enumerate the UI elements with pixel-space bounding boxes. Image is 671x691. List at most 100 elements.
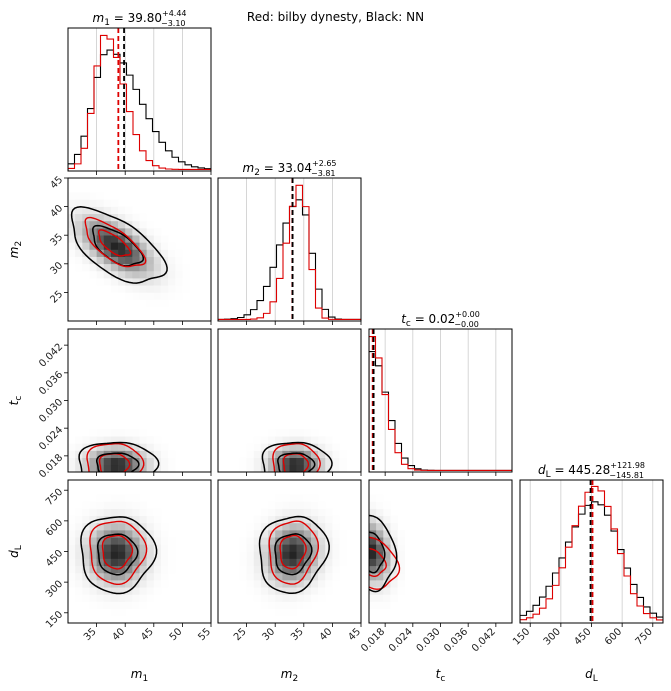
density-cell xyxy=(325,580,333,588)
density-cell xyxy=(139,594,147,602)
density-cell xyxy=(103,429,112,437)
density-cell xyxy=(260,587,269,595)
density-cell xyxy=(310,558,319,567)
density-cell xyxy=(310,436,319,444)
density-cell xyxy=(103,270,112,279)
density-cell xyxy=(96,199,105,207)
density-cell xyxy=(103,594,112,602)
density-cell xyxy=(103,443,112,451)
density-cell xyxy=(260,594,269,602)
x-tick-label-dL: 600 xyxy=(603,626,624,647)
density-cell xyxy=(383,587,391,595)
density-cell xyxy=(153,242,162,250)
density-cell xyxy=(118,537,126,545)
density-cell xyxy=(103,494,112,502)
density-cell xyxy=(125,450,133,458)
density-cell xyxy=(268,537,276,545)
contour-nn-1 xyxy=(274,533,313,576)
density-cell xyxy=(68,464,76,472)
panel-frame xyxy=(217,328,362,473)
density-cell xyxy=(68,515,76,524)
density-cell xyxy=(125,594,133,602)
density-cell xyxy=(75,199,83,207)
density-cell xyxy=(96,206,105,215)
density-cell xyxy=(146,292,155,300)
density-cell xyxy=(246,565,255,574)
density-cell xyxy=(153,537,162,545)
density-cell xyxy=(168,270,176,279)
density-cell xyxy=(82,457,90,466)
density-cell xyxy=(82,565,90,574)
density-cell xyxy=(168,464,176,472)
density-cell xyxy=(132,263,140,272)
density-cell xyxy=(75,220,83,229)
density-cell xyxy=(318,508,326,517)
density-cell xyxy=(118,457,126,466)
density-cell xyxy=(253,565,262,574)
density-cell xyxy=(139,530,147,538)
density-cell xyxy=(175,249,183,257)
density-cell xyxy=(118,429,126,437)
density-cell xyxy=(139,450,147,458)
density-cell xyxy=(296,551,305,559)
x-tick-label-tc: 0.024 xyxy=(387,626,415,654)
density-cell xyxy=(75,235,83,243)
density-cell xyxy=(239,464,247,472)
density-cell xyxy=(397,530,406,538)
density-cell xyxy=(125,501,133,509)
density-cell xyxy=(325,443,333,451)
density-cell xyxy=(303,544,312,552)
y-tick-label-m2: 25 xyxy=(48,289,65,306)
density-cell xyxy=(110,515,119,524)
hist-line-nn xyxy=(68,49,211,171)
density-cell xyxy=(182,278,190,286)
density-cell xyxy=(160,530,169,538)
density-cell xyxy=(68,544,76,552)
y-tick-label-tc: 0.018 xyxy=(37,452,65,480)
density-cell xyxy=(268,515,276,524)
x-tick-label-dL: 450 xyxy=(572,626,593,647)
density-cell xyxy=(260,537,269,545)
density-cell xyxy=(103,278,112,286)
density-cell xyxy=(68,565,76,574)
y-tick-label-tc: 0.024 xyxy=(37,425,65,453)
density-cell xyxy=(146,278,155,286)
density-cell xyxy=(275,494,283,502)
density-cell xyxy=(275,580,283,588)
density-cell xyxy=(139,235,147,243)
density-cell xyxy=(68,530,76,538)
density-cell xyxy=(268,601,276,609)
density-cell xyxy=(310,537,319,545)
density-cell xyxy=(289,558,297,567)
density-cell xyxy=(168,558,176,567)
density-cell xyxy=(289,537,297,545)
density-cell xyxy=(103,565,112,574)
density-cell xyxy=(139,436,147,444)
density-cell xyxy=(125,494,133,502)
density-cell xyxy=(146,228,155,236)
density-cell xyxy=(160,278,169,286)
density-cell xyxy=(146,263,155,272)
panel-frame xyxy=(217,479,362,624)
density-cell xyxy=(146,464,155,472)
density-cell xyxy=(96,580,105,588)
density-cell xyxy=(89,206,97,215)
density-cell xyxy=(289,587,297,595)
density-cell xyxy=(275,429,283,437)
density-cell xyxy=(89,537,97,545)
density-cell xyxy=(68,551,76,559)
density-cell xyxy=(325,565,333,574)
x-tick-label-m1: 55 xyxy=(196,626,213,643)
density-cell xyxy=(397,558,406,567)
density-cell xyxy=(153,278,162,286)
density-cell xyxy=(260,601,269,609)
y-axis-label-dL: dL xyxy=(7,545,24,558)
density-cell xyxy=(318,457,326,466)
contour-bilby-2 xyxy=(84,216,147,268)
density-cell xyxy=(268,544,276,552)
panel-title-dL: dL = 445.28+121.98 −145.81 xyxy=(538,461,645,480)
density-cell xyxy=(376,565,384,574)
density-cell xyxy=(96,544,105,552)
density-cell xyxy=(268,572,276,581)
density-cell xyxy=(125,530,133,538)
